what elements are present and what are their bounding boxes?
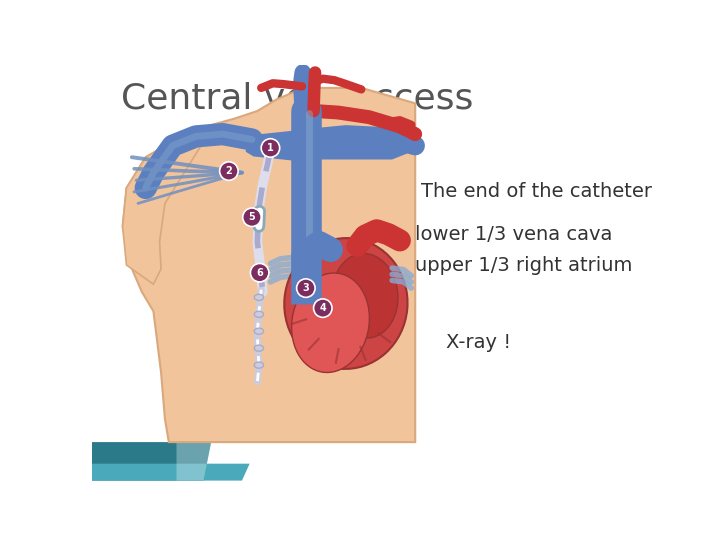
Text: 4: 4 (320, 303, 326, 313)
Text: X-ray !: X-ray ! (446, 333, 511, 352)
Text: 2: 2 (225, 166, 233, 176)
Polygon shape (176, 442, 211, 481)
Text: Central vein access: Central vein access (121, 82, 474, 116)
Ellipse shape (254, 362, 264, 368)
Ellipse shape (284, 238, 408, 369)
Circle shape (313, 299, 332, 318)
Polygon shape (246, 130, 297, 161)
Polygon shape (122, 130, 204, 284)
Polygon shape (122, 88, 415, 442)
Text: 5: 5 (248, 212, 256, 222)
Ellipse shape (254, 311, 264, 318)
Ellipse shape (254, 328, 264, 334)
Ellipse shape (333, 253, 398, 338)
Polygon shape (92, 464, 250, 481)
Polygon shape (297, 132, 408, 159)
Ellipse shape (292, 273, 369, 373)
Text: 6: 6 (256, 268, 263, 278)
Circle shape (297, 279, 315, 298)
Text: 3: 3 (302, 283, 309, 293)
Text: 1: 1 (267, 143, 274, 153)
Ellipse shape (254, 345, 264, 351)
Circle shape (243, 208, 261, 226)
Text: The end of the catheter: The end of the catheter (421, 183, 652, 201)
Circle shape (261, 139, 279, 157)
Text: lower 1/3 vena cava
upper 1/3 right atrium: lower 1/3 vena cava upper 1/3 right atri… (415, 225, 633, 275)
Circle shape (251, 264, 269, 282)
Polygon shape (92, 442, 211, 481)
Circle shape (220, 162, 238, 180)
Ellipse shape (254, 294, 264, 300)
